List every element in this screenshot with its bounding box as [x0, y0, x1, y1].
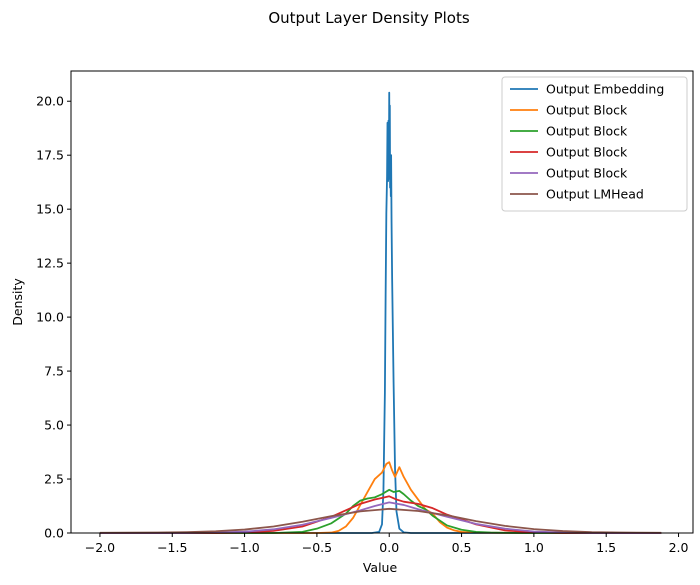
x-tick-label: −1.0	[229, 540, 259, 555]
y-axis: 0.0 2.5 5.0 7.5 10.0 12.5 15.0 17.5 20.0	[36, 94, 71, 541]
legend-label: Output Embedding	[546, 82, 664, 97]
series-line-5	[99, 507, 662, 534]
x-axis-label: Value	[363, 560, 398, 575]
x-tick-label: −1.5	[157, 540, 187, 555]
y-tick-label: 2.5	[44, 472, 64, 487]
y-tick-label: 17.5	[36, 148, 64, 163]
series-line-0	[99, 91, 662, 534]
x-tick-label: −0.5	[302, 540, 332, 555]
y-tick-label: 10.0	[36, 310, 64, 325]
series-line-4	[99, 501, 662, 534]
y-tick-label: 15.0	[36, 202, 64, 217]
legend-label: Output Block	[546, 103, 628, 118]
y-tick-label: 7.5	[44, 364, 64, 379]
legend-label: Output LMHead	[546, 187, 644, 202]
y-axis-label: Density	[10, 278, 25, 326]
legend-label: Output Block	[546, 124, 628, 139]
y-tick-label: 0.0	[44, 526, 64, 541]
x-tick-label: 0.0	[379, 540, 399, 555]
legend-box	[501, 76, 688, 212]
x-tick-label: 2.0	[669, 540, 689, 555]
chart-title: Output Layer Density Plots	[268, 9, 470, 27]
y-tick-label: 5.0	[44, 418, 64, 433]
series-line-1	[99, 461, 662, 534]
x-tick-label: 1.5	[596, 540, 616, 555]
y-tick-label: 20.0	[36, 94, 64, 109]
y-tick-label: 12.5	[36, 256, 64, 271]
series-layer	[99, 91, 662, 534]
legend-label: Output Block	[546, 166, 628, 181]
series-line-3	[99, 495, 662, 534]
plot-frame	[70, 70, 694, 534]
legend-label: Output Block	[546, 145, 628, 160]
legend: Output Embedding Output Block Output Block…	[501, 76, 688, 212]
series-line-2	[99, 488, 662, 534]
x-tick-label: −2.0	[85, 540, 115, 555]
x-axis: −2.0 −1.5 −1.0 −0.5 0.0 0.5 1.0 1.5 2.0	[85, 533, 689, 555]
x-tick-label: 0.5	[452, 540, 472, 555]
x-tick-label: 1.0	[524, 540, 544, 555]
